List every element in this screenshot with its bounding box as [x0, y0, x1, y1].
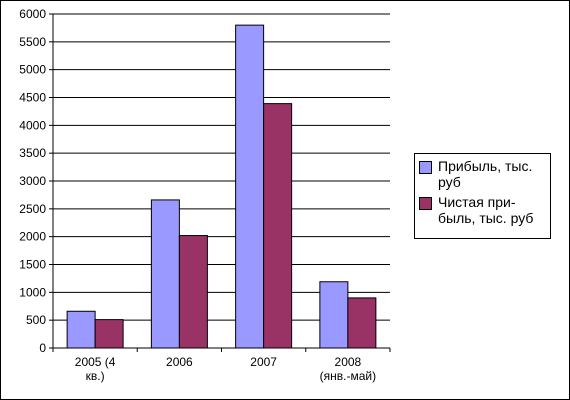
bar-net-profit-2	[263, 103, 293, 349]
y-tick-label: 5500	[19, 35, 46, 49]
y-tick-label: 2500	[19, 202, 46, 216]
legend-swatch-profit	[419, 161, 432, 174]
x-category-label: 2006	[166, 355, 193, 369]
y-tick-label: 2000	[19, 230, 46, 244]
legend: Прибыль, тыс. руб Чистая при- быль, тыс.…	[414, 153, 551, 239]
y-tick-label: 3500	[19, 146, 46, 160]
x-category-label: 2007	[250, 355, 277, 369]
y-tick-label: 4000	[19, 118, 46, 132]
x-category-label: 2005 (4 кв.)	[75, 355, 116, 383]
bar-profit-3	[319, 281, 349, 349]
legend-label-net-profit: Чистая при- быль, тыс. руб	[438, 194, 534, 226]
legend-swatch-net-profit	[419, 197, 432, 210]
bar-net-profit-1	[178, 235, 208, 349]
y-axis-ticks: 0 500 1000 1500 2000 2500 3000 3500 4000 4500 5000…	[19, 7, 53, 355]
y-tick-label: 500	[26, 313, 46, 327]
legend-item-profit: Прибыль, тыс. руб	[419, 158, 546, 190]
bar-profit-1	[150, 199, 180, 349]
bar-net-profit-3	[347, 297, 377, 349]
y-tick-label: 1000	[19, 285, 46, 299]
legend-label-profit: Прибыль, тыс. руб	[438, 158, 533, 190]
bars	[66, 24, 377, 349]
bar-net-profit-0	[94, 319, 124, 349]
y-tick-label: 4500	[19, 91, 46, 105]
y-tick-label: 5000	[19, 63, 46, 77]
y-tick-label: 1500	[19, 258, 46, 272]
x-axis-labels: 2005 (4 кв.) 2006 2007 2008 (янв.-май)	[52, 348, 391, 383]
y-tick-label: 6000	[19, 7, 46, 21]
x-category-label: 2008 (янв.-май)	[320, 355, 376, 383]
y-tick-label: 3000	[19, 174, 46, 188]
legend-item-net-profit: Чистая при- быль, тыс. руб	[419, 194, 546, 226]
bar-profit-0	[66, 310, 96, 349]
gridlines	[53, 13, 390, 321]
y-tick-label: 0	[39, 341, 46, 355]
bar-profit-2	[235, 24, 265, 349]
